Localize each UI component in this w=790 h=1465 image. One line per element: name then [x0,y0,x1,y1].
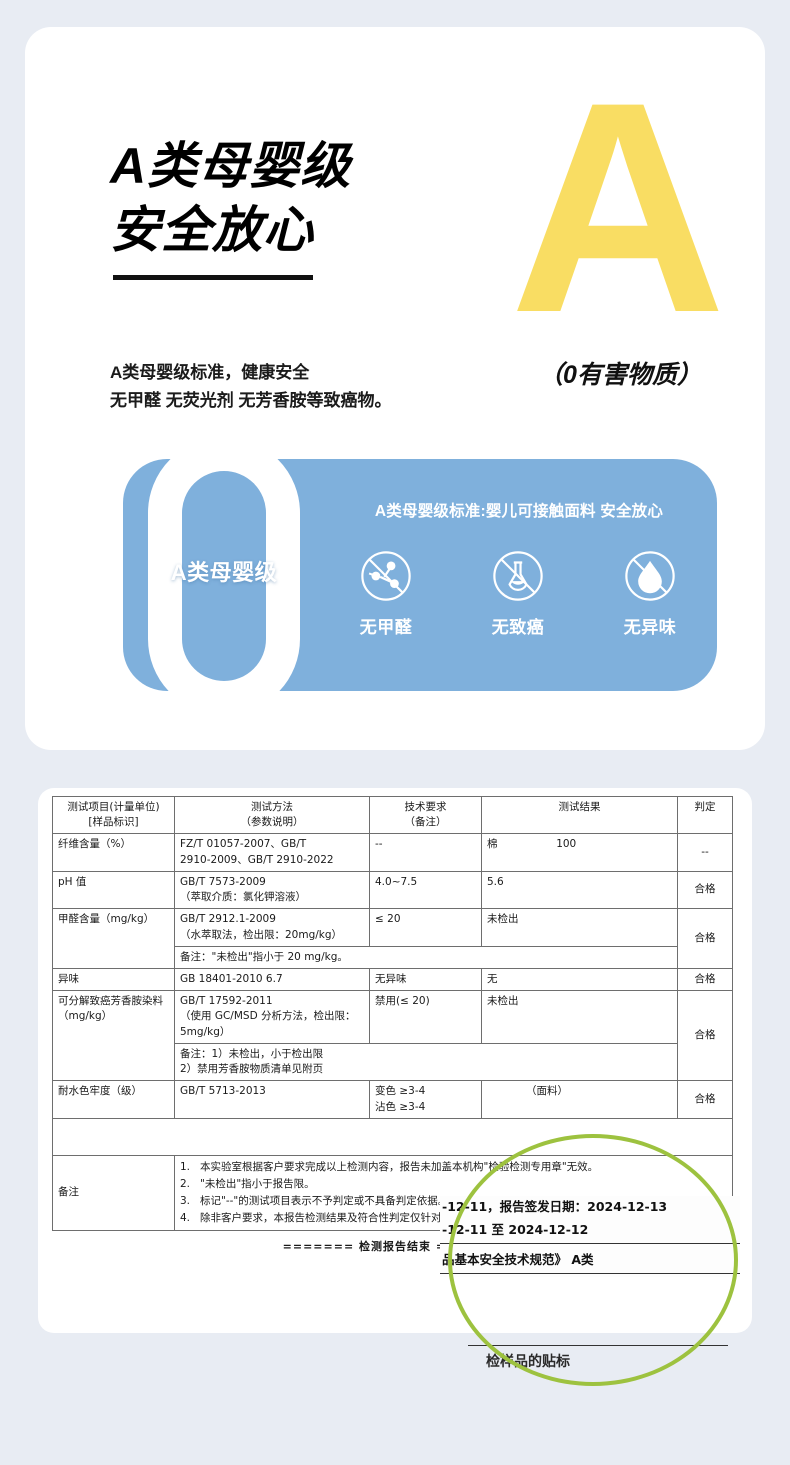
test-report-card: 测试项目(计量单位) [样品标识] 测试方法 （参数说明） 技术要求 （备注） … [38,788,752,1333]
no-formaldehyde-molecule-icon [361,551,411,601]
table-row: 甲醛含量（mg/kg） GB/T 2912.1-2009 （水萃取法，检出限：2… [52,908,733,969]
cell-method: GB/T 5713-2013 [174,1080,370,1119]
list-item: 4. 除非客户要求，本报告检测结果及符合性判定仅针对所检样品。 [180,1210,727,1227]
test-report-table: 测试项目(计量单位) [样品标识] 测试方法 （参数说明） 技术要求 （备注） … [52,795,733,1231]
remark-text: "未检出"指小于报告限。 [200,1177,315,1190]
cell-method: GB/T 2912.1-2009 （水萃取法，检出限：20mg/kg） [174,908,370,947]
overlay-tail-divider [468,1345,728,1346]
overlay-tail-text: 检样品的贴标 [486,1354,570,1370]
cell-item: 耐水色牢度（级） [52,1080,175,1119]
cell-method: FZ/T 01057-2007、GB/T 2910-2009、GB/T 2910… [174,833,370,872]
cell-item: 可分解致癌芳香胺染料（mg/kg） [52,990,175,1082]
feature-no-odor: 无异味 [592,549,708,638]
table-header-row: 测试项目(计量单位) [样品标识] 测试方法 （参数说明） 技术要求 （备注） … [52,795,733,835]
remark-number: 3. [180,1194,191,1207]
feature-no-formaldehyde: 无甲醛 [328,549,444,638]
result-label: 棉 [487,838,498,851]
cell-requirement: 禁用(≤ 20) [369,990,482,1044]
header-requirement: 技术要求 （备注） [369,795,482,835]
cell-result: 棉 100 [481,833,678,872]
no-carcinogen-flask-icon [493,551,543,601]
test-report-image: 测试项目(计量单位) [样品标识] 测试方法 （参数说明） 技术要求 （备注） … [52,795,738,1326]
cell-item: 异味 [52,967,175,992]
overlay-line-3: 品基本安全技术规范》 A类 [442,1252,594,1268]
overlay-divider [440,1273,740,1275]
list-item: 1. 本实验室根据客户要求完成以上检测内容，报告未加盖本机构"检验检测专用章"无效… [180,1159,727,1176]
cell-requirement: -- [369,833,482,872]
cell-method: GB/T 17592-2011 （使用 GC/MSD 分析方法，检出限：5mg/… [174,990,370,1044]
cell-result: 无 [481,967,678,992]
grade-letter-a: A [509,39,727,375]
cell-verdict: 合格 [677,1080,733,1119]
safety-banner: A类母婴级 A类母婴级标准:婴儿可接触面料 安全放心 无甲醛 [123,459,717,691]
no-odor-droplet-icon [625,551,675,601]
feature-label: 无异味 [623,618,677,637]
title-divider [113,275,313,280]
table-spacer-row [52,1117,733,1156]
remark-number: 4. [180,1211,191,1224]
header-item: 测试项目(计量单位) [样品标识] [52,795,175,835]
cell-requirement: ≤ 20 [369,908,482,947]
hero-card: A类母婴级 安全放心 A类母婴级标准，健康安全 无甲醛 无荧光剂 无芳香胺等致癌… [25,27,765,750]
cell-verdict: 合格 [677,990,733,1082]
feature-label: 无甲醛 [359,618,413,637]
cell-note: 备注：1）未检出，小于检出限 2）禁用芳香胺物质清单见附页 [174,1042,678,1082]
cell-result: 未检出 [481,908,678,947]
cell-note: 备注："未检出"指小于 20 mg/kg。 [174,945,678,969]
cell-method: GB 18401-2010 6.7 [174,967,370,992]
remark-number: 1. [180,1160,191,1173]
cell-item: pH 值 [52,870,175,910]
cell-verdict: 合格 [677,967,733,992]
result-value: 100 [556,838,577,851]
cell-item: 甲醛含量（mg/kg） [52,908,175,969]
overlay-line-1: -12-11，报告签发日期：2024-12-13 [442,1199,668,1214]
feature-no-carcinogen: 无致癌 [460,549,576,638]
hero-subtitle: A类母婴级标准，健康安全 无甲醛 无荧光剂 无芳香胺等致癌物。 [110,363,392,411]
remark-number: 2. [180,1177,191,1190]
cell-requirement: 4.0~7.5 [369,870,482,910]
header-result: 测试结果 [481,795,678,835]
table-row: 可分解致癌芳香胺染料（mg/kg） GB/T 17592-2011 （使用 GC… [52,990,733,1082]
grade-caption: （0有害物质） [538,361,702,389]
cell-spacer [52,1117,733,1156]
cell-item: 纤维含量（%） [52,833,175,872]
banner-tagline: A类母婴级标准:婴儿可接触面料 安全放心 [374,503,664,520]
cell-result: 未检出 [481,990,678,1044]
zero-outline-icon [148,459,300,691]
cell-verdict: 合格 [677,908,733,969]
overlay-tail-patch: 检样品的贴标 [468,1345,728,1371]
cell-method: GB/T 7573-2009 （萃取介质：氯化钾溶液） [174,870,370,910]
overlay-divider [440,1243,740,1245]
table-row: 耐水色牢度（级） GB/T 5713-2013 变色 ≥3-4 沾色 ≥3-4 … [52,1080,733,1119]
table-row: 异味 GB 18401-2010 6.7 无异味 无 合格 [52,967,733,992]
cell-result: （面料） [481,1080,678,1119]
list-item: 2. "未检出"指小于报告限。 [180,1176,727,1193]
overlay-date-patch: -12-11，报告签发日期：2024-12-13 -12-11 至 2024-1… [440,1196,740,1278]
page-title: A类母婴级 安全放心 [110,137,352,258]
table-note-row: 备注：1）未检出，小于检出限 2）禁用芳香胺物质清单见附页 [53,1042,733,1082]
table-row: 纤维含量（%） FZ/T 01057-2007、GB/T 2910-2009、G… [52,833,733,872]
remark-text: 标记"--"的测试项目表示不予判定或不具备判定依据。 [200,1194,449,1207]
header-verdict: 判定 [677,795,733,835]
cell-verdict: -- [677,833,733,872]
overlay-line-2: -12-11 至 2024-12-12 [442,1222,589,1238]
remark-text: 除非客户要求，本报告检测结果及符合性判定仅针对所检样品。 [200,1211,494,1224]
remark-text: 本实验室根据客户要求完成以上检测内容，报告未加盖本机构"检验检测专用章"无效。 [200,1160,599,1173]
cell-requirement: 无异味 [369,967,482,992]
cell-requirement: 变色 ≥3-4 沾色 ≥3-4 [369,1080,482,1119]
cell-remarks-label: 备注 [52,1154,175,1231]
cell-result: 5.6 [481,870,678,910]
zero-badge-label: A类母婴级 [170,560,278,585]
table-row: pH 值 GB/T 7573-2009 （萃取介质：氯化钾溶液） 4.0~7.5… [52,870,733,910]
feature-label: 无致癌 [491,618,545,637]
header-method: 测试方法 （参数说明） [174,795,370,835]
remarks-list: 1. 本实验室根据客户要求完成以上检测内容，报告未加盖本机构"检验检测专用章"无效… [180,1159,727,1227]
feature-row: 无甲醛 无致癌 [328,549,708,638]
list-item: 3. 标记"--"的测试项目表示不予判定或不具备判定依据。 [180,1193,727,1210]
cell-verdict: 合格 [677,870,733,910]
